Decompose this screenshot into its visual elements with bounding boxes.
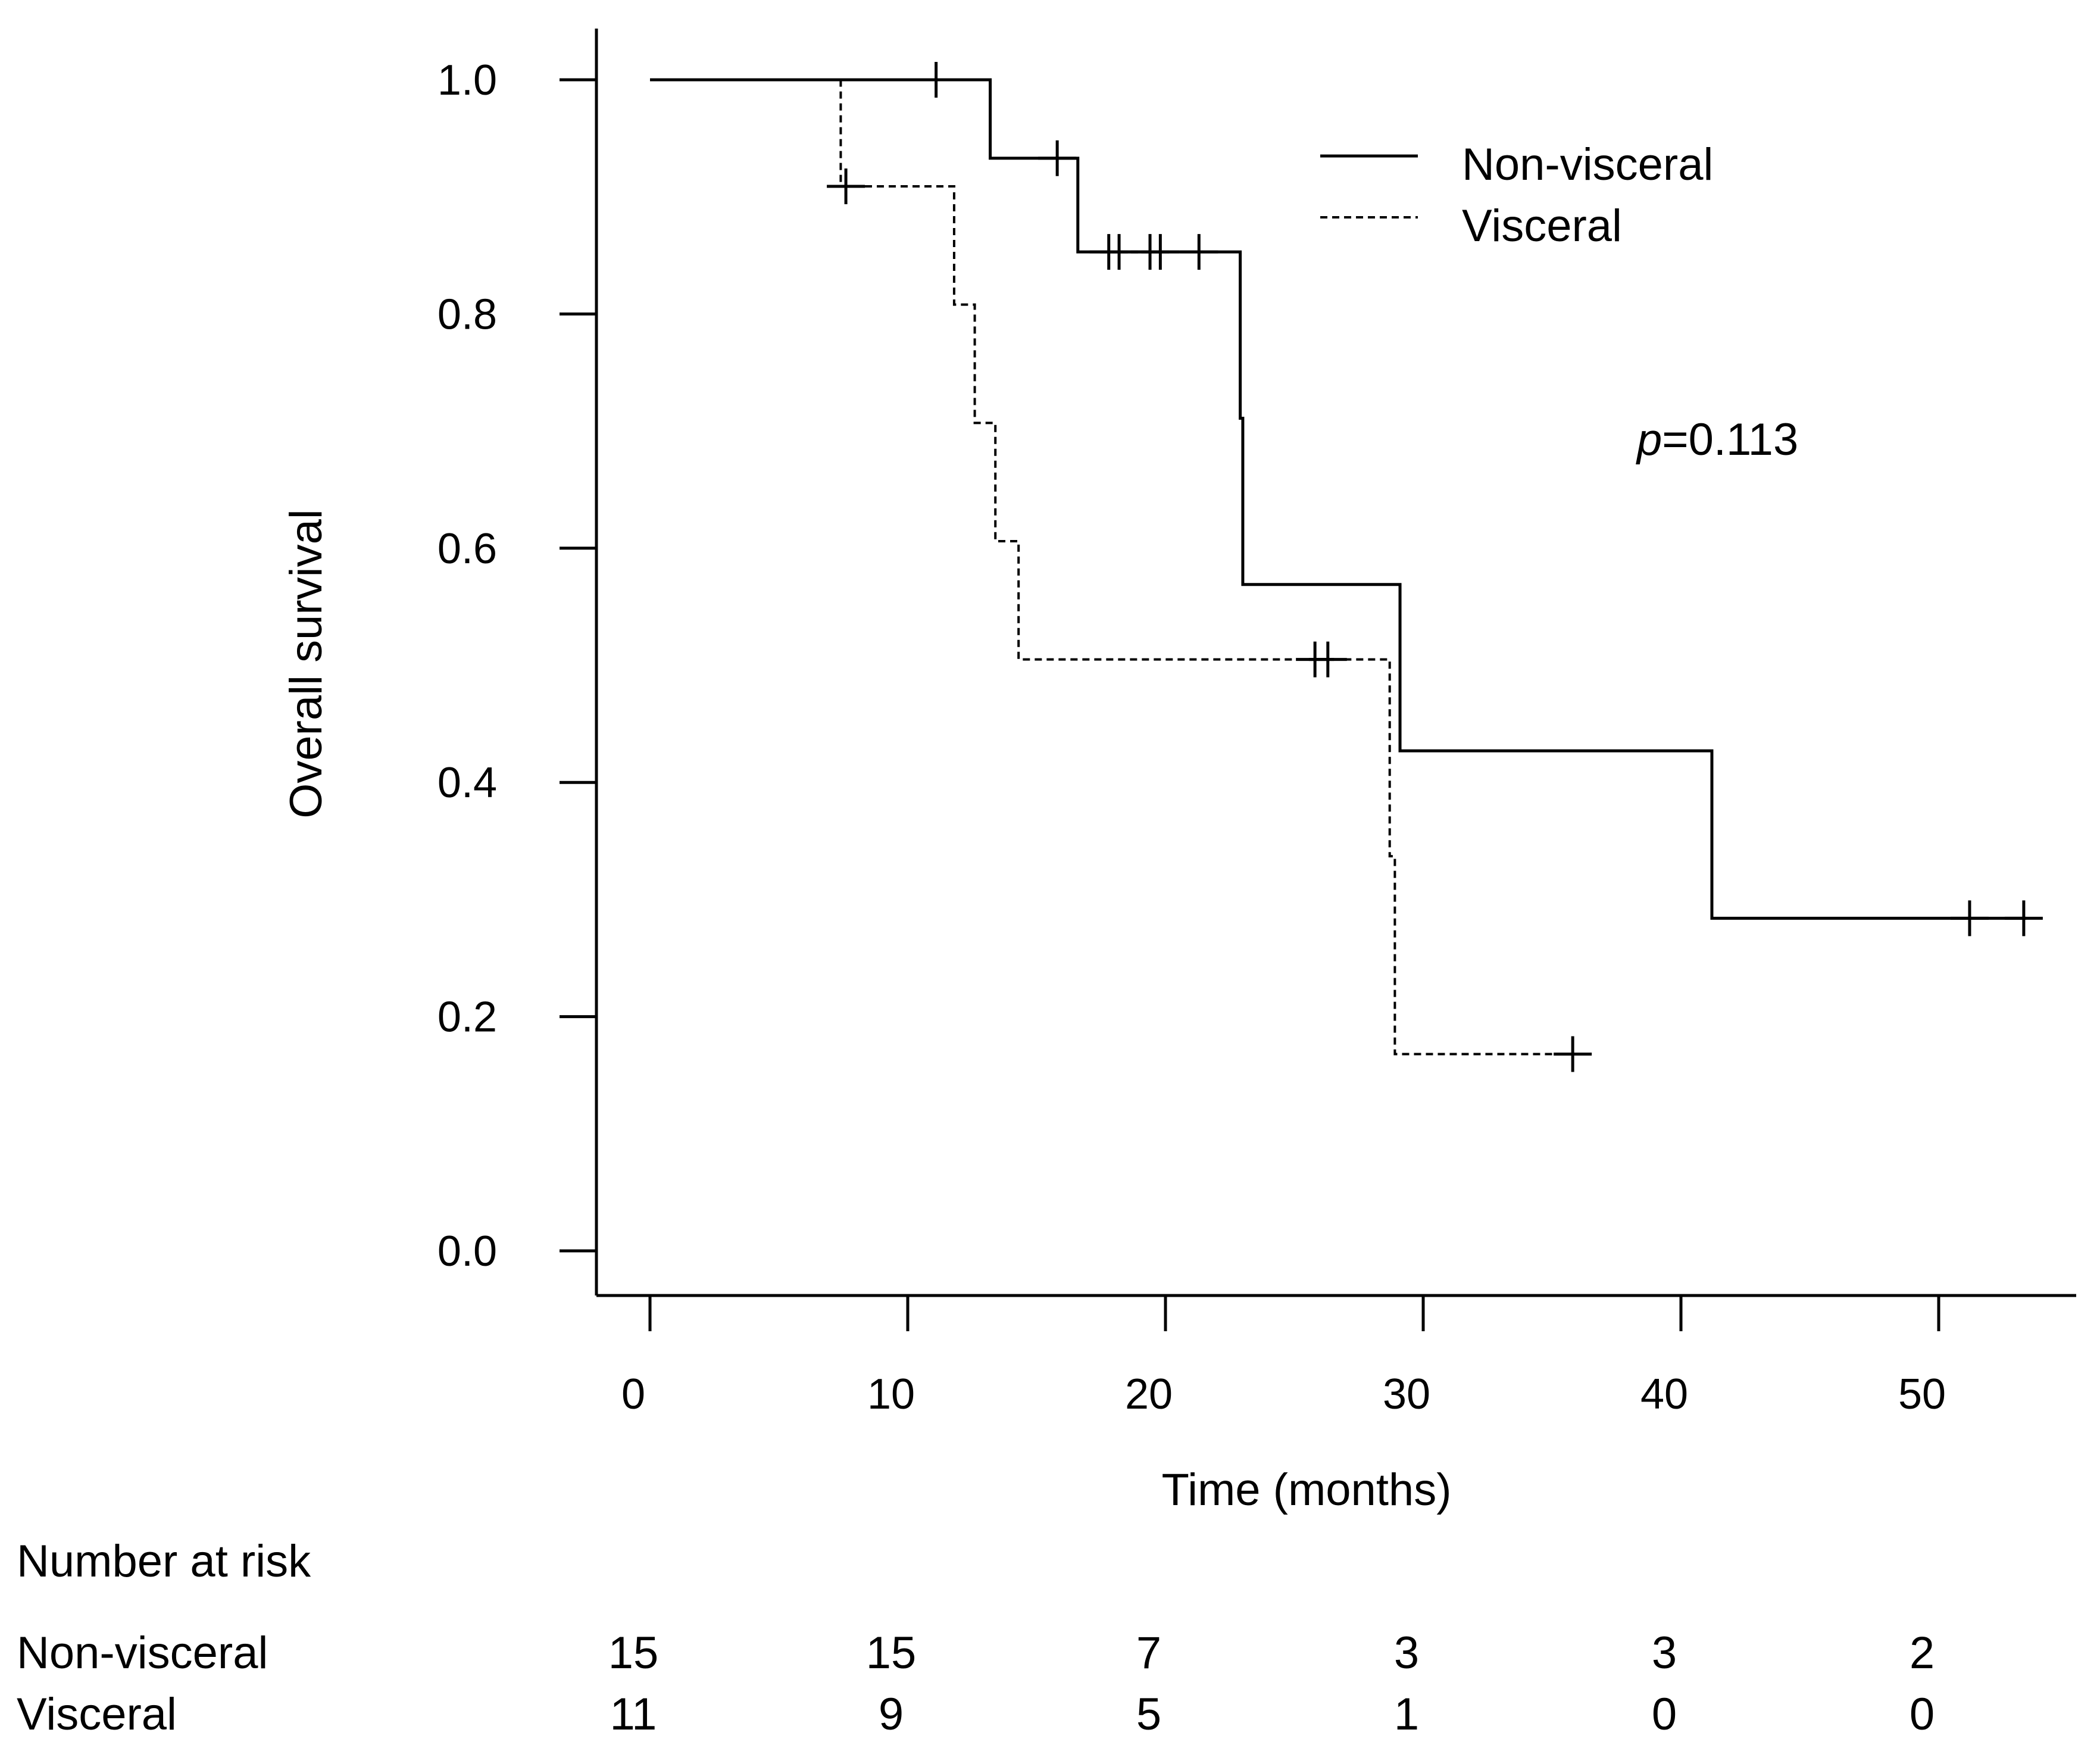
legend-label-non-visceral: Non-visceral [1462,139,1713,190]
risk-counts: 15 15 7 3 3 2 11 9 5 1 0 0 [608,1628,1935,1740]
risk-count: 7 [1136,1628,1161,1678]
curve-visceral [650,79,1573,1056]
risk-count: 5 [1136,1689,1161,1740]
x-tick-label: 10 [867,1371,915,1418]
x-tick-label: 20 [1125,1371,1173,1418]
y-tick-label: 0.6 [438,525,497,573]
x-axis-title: Time (months) [1161,1465,1451,1515]
y-tick-label: 0.4 [438,759,497,807]
x-tick-label: 30 [1383,1371,1430,1418]
y-tick-label: 0.8 [438,291,497,338]
y-axis-title: Overall survival [281,509,332,818]
risk-count: 15 [866,1628,917,1678]
p-value-annotation: p=0.113 [1636,414,1798,465]
survival-curves [650,62,2043,1072]
y-tick-label: 0.2 [438,994,497,1041]
risk-row-label-non-visceral: Non-visceral [17,1628,268,1678]
axes: 0.0 0.2 0.4 0.6 0.8 1.0 0 10 20 30 40 50 [438,29,2076,1418]
legend: Non-visceral Visceral [1320,139,1713,251]
y-tick-label: 1.0 [438,57,497,104]
x-ticks: 0 10 20 30 40 50 [621,1296,1946,1418]
risk-count: 15 [608,1628,659,1678]
x-tick-label: 40 [1640,1371,1688,1418]
y-ticks: 0.0 0.2 0.4 0.6 0.8 1.0 [438,57,596,1275]
risk-count: 11 [610,1689,657,1740]
legend-label-visceral: Visceral [1462,201,1622,251]
risk-table: Number at risk Non-visceral Visceral 15 1… [17,1536,1935,1740]
x-tick-label: 50 [1898,1371,1946,1418]
risk-row-label-visceral: Visceral [17,1689,177,1740]
curve-non-visceral [650,78,2027,920]
p-value-symbol: p [1636,414,1662,465]
y-tick-label: 0.0 [438,1228,497,1275]
risk-table-title: Number at risk [17,1536,311,1587]
risk-count: 0 [1652,1689,1677,1740]
x-tick-label: 0 [621,1371,645,1418]
risk-count: 0 [1910,1689,1935,1740]
risk-count: 1 [1394,1689,1419,1740]
risk-count: 3 [1652,1628,1677,1678]
risk-count: 2 [1910,1628,1935,1678]
risk-count: 3 [1394,1628,1419,1678]
risk-count: 9 [879,1689,904,1740]
p-value-number: =0.113 [1662,414,1798,465]
